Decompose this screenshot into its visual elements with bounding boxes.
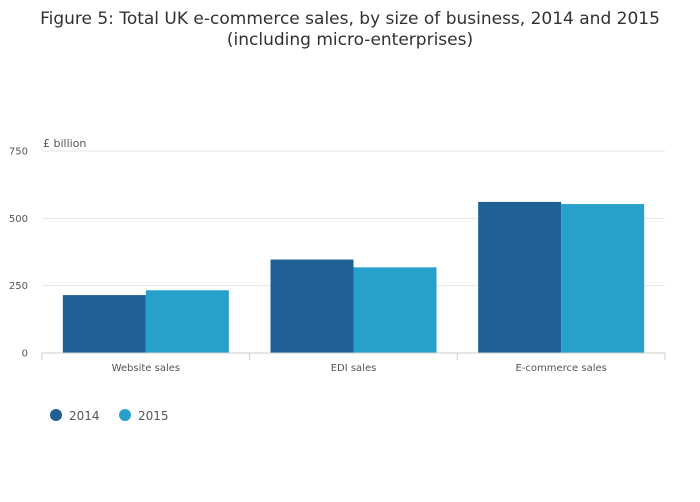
x-category-label: E-commerce sales: [515, 363, 606, 374]
x-axis-categories: Website sales EDI sales E-commerce sales: [41, 353, 666, 374]
bar-2015-edi-sales: [353, 267, 437, 353]
chart-title-line-2: (including micro-enterprises): [227, 30, 473, 50]
y-tick-label: 0: [22, 349, 28, 360]
bar-2014-edi-sales: [270, 259, 354, 353]
chart-title-line-1: Figure 5: Total UK e-commerce sales, by …: [40, 9, 660, 29]
x-category-label: EDI sales: [331, 363, 377, 374]
legend: 2014 2015: [50, 409, 169, 423]
legend-swatch-2015: [119, 409, 131, 421]
y-tick-label: 500: [9, 214, 28, 225]
y-tick-label: 750: [9, 147, 28, 158]
bar-2015-website-sales: [145, 290, 229, 353]
y-tick-label: 250: [9, 281, 28, 292]
legend-swatch-2014: [50, 409, 62, 421]
legend-label: 2015: [138, 409, 169, 423]
bar-2014-e-commerce-sales: [478, 201, 562, 353]
bar-2014-website-sales: [62, 295, 146, 353]
legend-label: 2014: [69, 409, 100, 423]
y-axis-unit-label: £ billion: [43, 137, 86, 150]
bar-2015-e-commerce-sales: [561, 204, 645, 353]
x-category-label: Website sales: [112, 363, 181, 374]
y-axis-ticks: 0 250 500 750: [9, 147, 28, 360]
bars: [62, 201, 645, 353]
